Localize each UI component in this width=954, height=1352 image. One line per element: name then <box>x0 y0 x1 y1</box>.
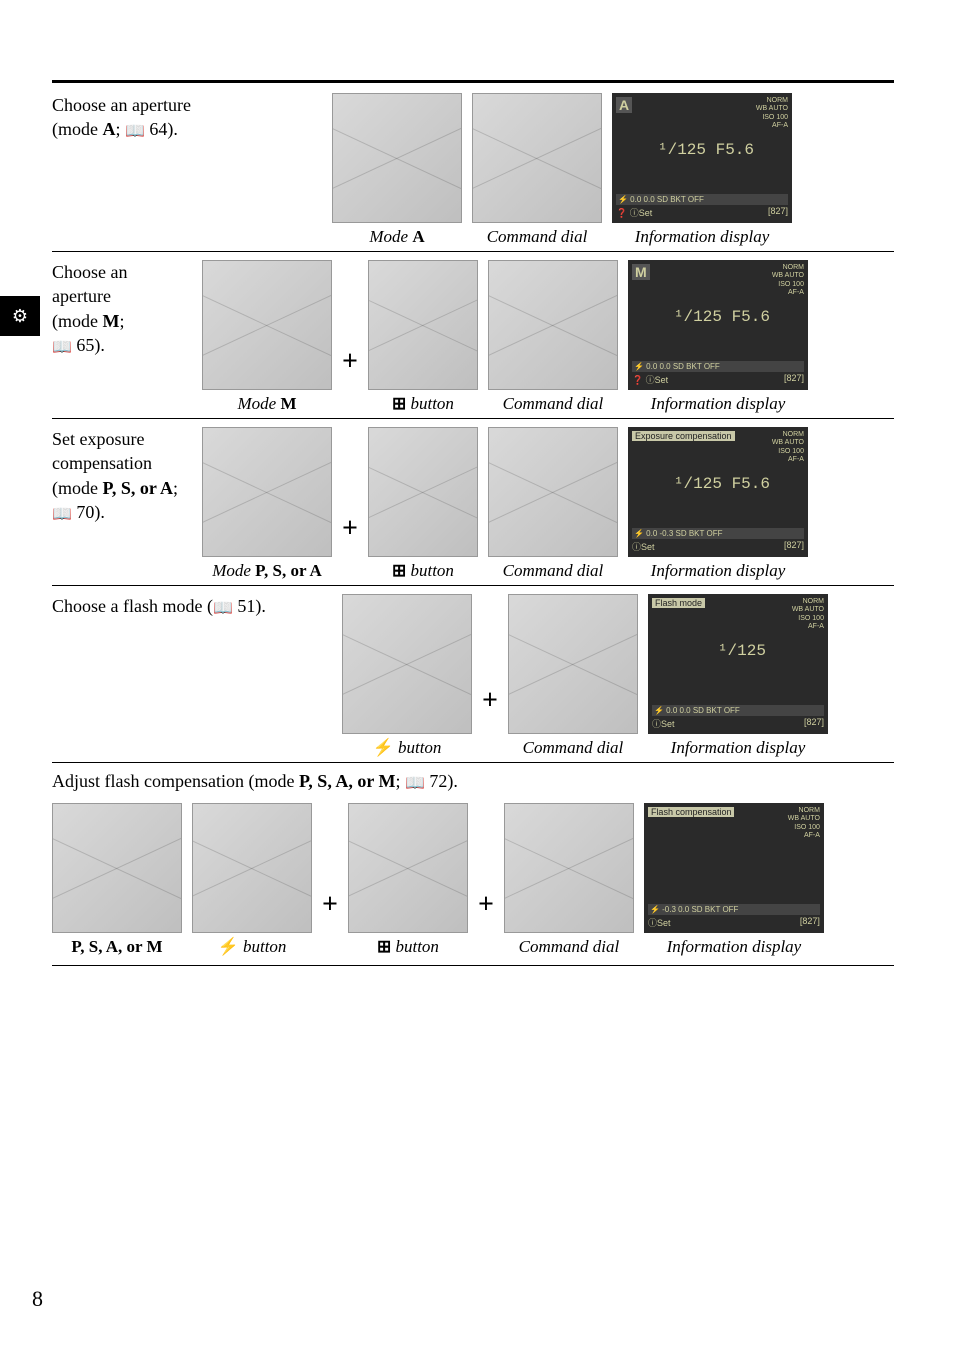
page-number: 8 <box>32 1286 43 1312</box>
flash-button-illustration <box>192 803 312 933</box>
row3-text: Set exposure compensation (mode P, S, or… <box>52 427 190 525</box>
caption-command-dial: Command dial <box>503 394 604 414</box>
command-dial-illustration <box>472 93 602 223</box>
caption-flash-button: ⚡ button <box>218 937 287 957</box>
instruction-row-exposure-comp: Set exposure compensation (mode P, S, or… <box>52 418 894 585</box>
caption-mode-psa: Mode P, S, or A <box>212 561 322 581</box>
info-display-flash-mode: Flash mode NORM WB AUTO ISO 100 AF-A ¹/1… <box>648 594 828 734</box>
book-icon: 📖 <box>52 506 72 523</box>
caption-info-display: Information display <box>635 227 770 247</box>
mode-dial-psam-illustration <box>52 803 182 933</box>
plus-sign: + <box>322 889 338 921</box>
caption-mode-m: Mode M <box>237 394 296 414</box>
info-display-a: A NORM WB AUTO ISO 100 AF-A ¹/125 F5.6 ⚡… <box>612 93 792 223</box>
instruction-row-flash-comp: Adjust flash compensation (mode P, S, A,… <box>52 762 894 961</box>
top-thick-rule <box>52 80 894 83</box>
exposure-comp-button-illustration <box>368 427 478 557</box>
command-dial-illustration <box>488 260 618 390</box>
command-dial-illustration <box>504 803 634 933</box>
caption-info-display: Information display <box>667 937 802 957</box>
instruction-row-flash-mode: Choose a flash mode (📖 51). ⚡ button + C… <box>52 585 894 762</box>
caption-mode-psam: P, S, A, or M <box>71 937 162 957</box>
instruction-row-aperture-a: Choose an aperture (mode A; 📖 64). Mode … <box>52 85 894 251</box>
camera-settings-icon: ⚙ <box>12 306 28 327</box>
instruction-row-aperture-m: Choose an aperture (mode M; 📖 65). Mode … <box>52 251 894 418</box>
caption-exp-button: ⊞ button <box>392 394 454 414</box>
flash-button-illustration <box>342 594 472 734</box>
plus-sign: + <box>478 889 494 921</box>
info-display-flash-comp: Flash compensation NORM WB AUTO ISO 100 … <box>644 803 824 933</box>
row5-text: Adjust flash compensation (mode P, S, A,… <box>52 771 894 793</box>
side-tab: ⚙ <box>0 296 40 336</box>
caption-info-display: Information display <box>651 561 786 581</box>
caption-command-dial: Command dial <box>503 561 604 581</box>
info-display-m: M NORM WB AUTO ISO 100 AF-A ¹/125 F5.6 ⚡… <box>628 260 808 390</box>
caption-info-display: Information display <box>671 738 806 758</box>
mode-dial-a-illustration <box>332 93 462 223</box>
caption-exp-button: ⊞ button <box>392 561 454 581</box>
caption-command-dial: Command dial <box>519 937 620 957</box>
exposure-comp-button-illustration <box>348 803 468 933</box>
plus-sign: + <box>342 346 358 378</box>
caption-info-display: Information display <box>651 394 786 414</box>
exposure-comp-button-illustration <box>368 260 478 390</box>
caption-command-dial: Command dial <box>487 227 588 247</box>
mode-dial-psa-illustration <box>202 427 332 557</box>
book-icon: 📖 <box>52 339 72 356</box>
plus-sign: + <box>482 685 498 717</box>
caption-command-dial: Command dial <box>523 738 624 758</box>
info-display-exp-comp: Exposure compensation NORM WB AUTO ISO 1… <box>628 427 808 557</box>
row1-text: Choose an aperture (mode A; 📖 64). <box>52 93 320 143</box>
caption-flash-button: ⚡ button <box>373 738 442 758</box>
mode-dial-m-illustration <box>202 260 332 390</box>
bottom-rule <box>52 965 894 966</box>
plus-sign: + <box>342 513 358 545</box>
book-icon: 📖 <box>125 123 145 140</box>
command-dial-illustration <box>508 594 638 734</box>
book-icon: 📖 <box>213 600 233 617</box>
row2-text: Choose an aperture (mode M; 📖 65). <box>52 260 190 358</box>
book-icon: 📖 <box>405 775 425 792</box>
row4-text: Choose a flash mode (📖 51). <box>52 594 330 620</box>
caption-mode-a: Mode A <box>369 227 424 247</box>
caption-exp-button: ⊞ button <box>377 937 439 957</box>
command-dial-illustration <box>488 427 618 557</box>
